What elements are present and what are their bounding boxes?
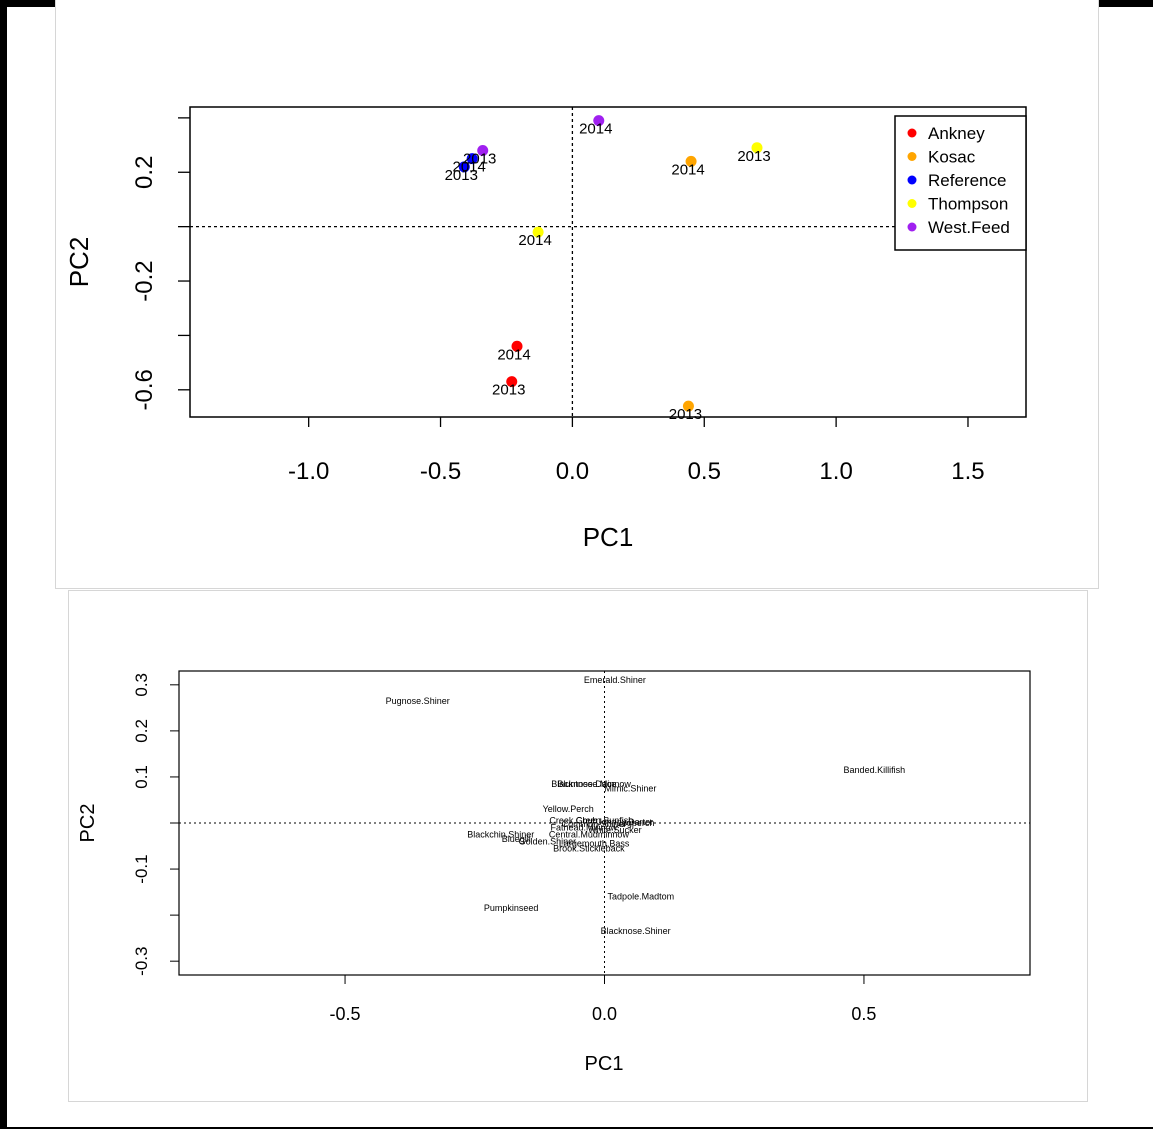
point-label: 2013 xyxy=(737,148,770,165)
x-tick-label: -0.5 xyxy=(420,458,461,485)
point-label: 2013 xyxy=(445,167,478,184)
data-point-reference xyxy=(466,153,478,165)
species-label: Bluegill xyxy=(502,834,531,844)
legend-swatch xyxy=(907,175,917,185)
y-axis-title: PC2 xyxy=(77,804,99,843)
species-label: Pugnose.Shiner xyxy=(386,696,450,706)
point-label: 2013 xyxy=(669,406,702,423)
point-label: 2014 xyxy=(452,159,485,176)
point-label: 2014 xyxy=(518,232,551,249)
x-axis-title: PC1 xyxy=(585,1053,624,1075)
species-label: Banded.Killifish xyxy=(844,765,906,775)
x-tick-label: 0.5 xyxy=(851,1004,876,1024)
point-label: 2014 xyxy=(497,346,530,363)
species-label: Johnny.Darter xyxy=(597,817,653,827)
species-label: Fathead.Minnow xyxy=(550,823,617,833)
species-label: Pumpkinseed xyxy=(484,903,539,913)
y-axis-title: PC2 xyxy=(64,237,94,288)
x-tick-label: 1.0 xyxy=(819,458,852,485)
plot-panel-species xyxy=(68,590,1088,1102)
legend-swatch xyxy=(907,152,917,161)
y-tick-label: 0.2 xyxy=(132,719,151,743)
x-tick-label: -0.5 xyxy=(330,1004,361,1024)
data-point-thompson xyxy=(751,142,763,154)
point-label: 2013 xyxy=(463,151,496,168)
species-label: Blackchin.Shiner xyxy=(467,830,534,840)
species-label: Yellow.Perch xyxy=(543,804,594,814)
x-tick-label: 0.5 xyxy=(688,458,721,485)
species-label: White.Sucker xyxy=(588,825,642,835)
legend-label: Reference xyxy=(928,171,1006,190)
legend: Ankney Kosac Reference Thompson West.Feed xyxy=(894,115,1027,251)
point-label: 2013 xyxy=(492,382,525,399)
x-tick-label: -1.0 xyxy=(288,458,329,485)
plot-panel-sites xyxy=(55,0,1099,589)
x-tick-label: 0.0 xyxy=(556,458,589,485)
data-point-ankney xyxy=(511,340,523,352)
species-label: Golden.Shiner xyxy=(519,836,577,846)
y-tick-label: 0.2 xyxy=(131,156,158,189)
species-label: Creek.Chub xyxy=(549,816,597,826)
species-label: Largemouth.Bass xyxy=(559,839,630,849)
legend-swatch xyxy=(907,199,917,208)
species-label: Mimic.Shiner xyxy=(604,783,656,793)
species-label: Green.Sunfish xyxy=(576,816,634,826)
species-label: Logperch xyxy=(617,818,655,828)
data-point-west-feed xyxy=(477,145,489,157)
species-label: Central.Mudminnow xyxy=(549,830,630,840)
data-point-kosac xyxy=(685,155,697,167)
point-label: 2014 xyxy=(579,121,612,138)
data-point-thompson xyxy=(532,226,544,238)
x-tick-label: 0.0 xyxy=(592,1004,617,1024)
legend-box xyxy=(894,115,1027,251)
data-point-west-feed xyxy=(593,115,605,127)
legend-label: Kosac xyxy=(928,148,976,167)
legend-swatch xyxy=(907,222,917,232)
y-tick-label: -0.2 xyxy=(131,260,158,301)
species-label: Common.Shiner xyxy=(562,819,627,829)
species-label: Brook.Stickleback xyxy=(553,843,625,853)
data-point-kosac xyxy=(682,400,694,412)
species-label: Bluntnose.Minnow xyxy=(557,779,631,789)
species-label: Blacknose.Dace xyxy=(551,779,616,789)
species-label: Emerald.Shiner xyxy=(584,675,646,685)
data-point-ankney xyxy=(506,376,518,388)
data-point-reference xyxy=(458,161,470,173)
species-label: Blacknose.Shiner xyxy=(601,926,671,936)
plot-box xyxy=(189,106,1027,418)
y-tick-label: -0.3 xyxy=(132,947,151,976)
x-axis-title: PC1 xyxy=(583,522,634,552)
species-label: Tadpole.Madtom xyxy=(608,892,675,902)
legend-label: Thompson xyxy=(928,195,1008,214)
legend-label: West.Feed xyxy=(928,218,1010,237)
y-tick-label: 0.1 xyxy=(132,765,151,789)
y-tick-label: 0.3 xyxy=(132,673,151,697)
point-label: 2014 xyxy=(671,161,704,178)
y-tick-label: -0.6 xyxy=(131,369,158,410)
y-tick-label: -0.1 xyxy=(132,854,151,883)
x-tick-label: 1.5 xyxy=(951,458,984,485)
legend-label: Ankney xyxy=(928,124,985,143)
legend-swatch xyxy=(907,128,917,138)
